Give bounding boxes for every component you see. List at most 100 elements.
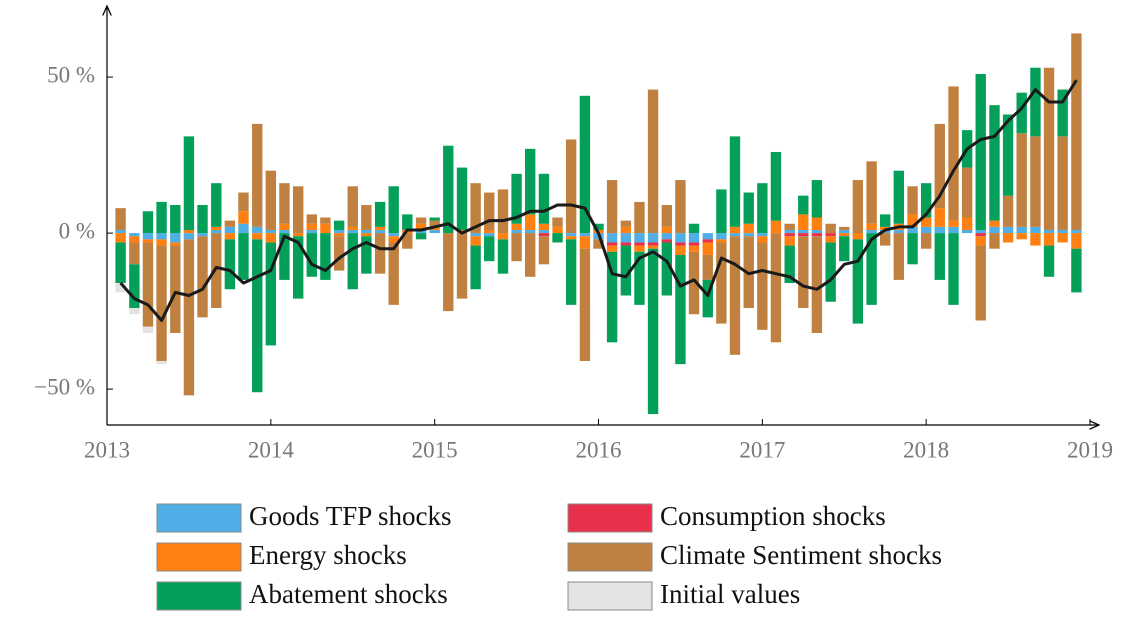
bar-segment [443,145,454,234]
bar-segment [825,223,836,234]
bar-segment [661,205,673,227]
bar-segment [907,226,918,234]
bar-segment [565,139,577,234]
legend-swatch [156,503,242,533]
bar-segment [129,307,140,315]
bar-segment [415,223,427,230]
legend-swatch [156,542,242,572]
bar-segment [675,254,686,365]
bar-segment [798,214,809,230]
x-tick-label: 2017 [739,437,785,462]
bar-segment [429,220,440,227]
bar-segment [675,233,686,243]
bar-segment [484,192,495,230]
bar-segment [866,229,877,234]
bar-segment [702,233,713,240]
bar-segment [702,242,713,255]
total-line [119,79,1078,322]
bar-segment [470,245,481,290]
bar-segment [511,223,522,230]
bar-segment [361,205,372,230]
legend-swatch [567,581,653,611]
bar-segment [688,223,700,234]
x-tick-label: 2019 [1067,437,1113,462]
bar-segment [306,229,317,234]
bar-segment [1030,233,1041,246]
bar-segment [456,233,468,299]
bar-segment [634,245,645,252]
bar-segment [1016,226,1027,234]
bar-segment [729,233,741,237]
bar-segment [880,214,891,227]
bar-segment [388,233,399,237]
bar-segment [524,229,536,234]
bar-segment [716,189,727,234]
bar-segment [866,223,877,230]
bar-segment [115,233,126,243]
bar-segment [183,239,195,396]
bar-segment [538,236,550,265]
bar-segment [211,226,222,230]
bar-segment [770,220,782,234]
bar-segment [470,233,481,237]
bar-segment [429,217,440,221]
bar-segment [688,242,700,246]
bar-segment [757,242,768,330]
bar-segment [866,161,877,224]
bar-segment [661,226,673,234]
bar-segment [620,233,632,243]
bar-segment [675,180,686,234]
bar-segment [661,242,673,296]
bar-segment [866,233,877,305]
bar-segment [811,180,823,218]
bar-segment [333,229,345,234]
bar-segment [647,248,659,415]
bar-segment [579,95,591,234]
bar-segment [565,233,577,237]
bar-segment [1057,89,1068,137]
bar-segment [593,223,604,230]
bar-segment [675,242,686,246]
bar-segment [634,242,645,246]
bar-segment [552,226,563,234]
bar-segment [306,233,317,277]
bar-segment [975,236,986,246]
bar-segment [293,236,304,299]
bar-segment [429,229,440,234]
bar-segment [142,326,154,333]
legend-label: Consumption shocks [660,501,886,531]
bar-segment [852,239,864,324]
bar-segment [156,201,167,234]
bar-segment [388,242,399,305]
bar-segment [197,205,208,234]
legend-label: Initial values [660,579,800,609]
bar-segment [415,233,427,240]
bar-segment [238,192,249,212]
bar-segment [524,214,536,230]
bar-segment [279,183,290,224]
bar-segment [497,189,509,234]
bar-segment [647,233,659,243]
bar-segment [224,233,236,240]
bar-segment [115,283,126,293]
bar-segment [784,245,795,284]
bar-segment [934,233,945,280]
bar-segment [757,233,768,237]
bar-segment [374,201,386,227]
bar-segment [634,201,645,234]
bar-segment [702,239,713,243]
bar-segment [893,233,904,280]
bar-segment [265,233,277,243]
bar-segment [1071,248,1082,293]
bar-segment [743,233,754,237]
bar-segment [989,226,1000,234]
bar-segment [852,233,864,240]
bar-segment [811,236,823,333]
bar-segment [688,251,700,315]
bar-segment [606,242,618,246]
bar-segment [320,217,331,224]
bar-segment [484,233,495,237]
bar-segment [647,242,659,246]
bar-segment [716,242,727,324]
bar-segment [1057,229,1068,234]
